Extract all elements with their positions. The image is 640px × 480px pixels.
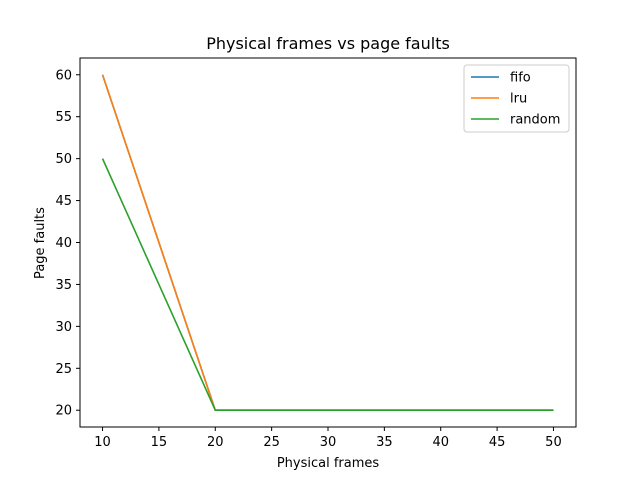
x-tick-label: 35: [376, 435, 393, 450]
x-tick-label: 30: [320, 435, 337, 450]
x-tick-label: 25: [263, 435, 280, 450]
y-axis-label: Page faults: [33, 207, 48, 279]
plot-area: 10 15 20 25 30 35 40 45 50 20 25 30 35 40 45 50 55 60: [55, 57, 577, 450]
legend-label-random: random: [510, 113, 560, 128]
y-tick-label: 55: [55, 110, 72, 125]
legend-label-lru: lru: [510, 92, 527, 107]
legend-frame: [463, 64, 570, 133]
y-tick-label: 35: [55, 278, 72, 293]
y-tick-label: 50: [55, 152, 72, 167]
series-lines: [101, 74, 554, 412]
chart-title: Physical frames vs page faults: [206, 34, 450, 53]
legend: fifo lru random: [463, 64, 570, 133]
y-tick-label: 40: [55, 236, 72, 251]
x-tick-label: 45: [489, 435, 506, 450]
y-tick-label: 20: [55, 404, 72, 419]
x-axis-ticks: 10 15 20 25 30 35 40 45 50: [94, 427, 562, 450]
x-tick-label: 10: [94, 435, 111, 450]
y-tick-label: 30: [55, 320, 72, 335]
legend-label-fifo: fifo: [510, 71, 531, 86]
y-tick-label: 25: [55, 362, 72, 377]
x-tick-label: 50: [545, 435, 562, 450]
y-tick-label: 60: [55, 68, 72, 83]
series-line-random: [101, 158, 554, 412]
x-tick-label: 20: [207, 435, 224, 450]
x-tick-label: 15: [151, 435, 168, 450]
y-tick-label: 45: [55, 194, 72, 209]
x-tick-label: 40: [432, 435, 449, 450]
x-axis-label: Physical frames: [277, 456, 380, 471]
y-axis-ticks: 20 25 30 35 40 45 50 55 60: [55, 68, 80, 419]
